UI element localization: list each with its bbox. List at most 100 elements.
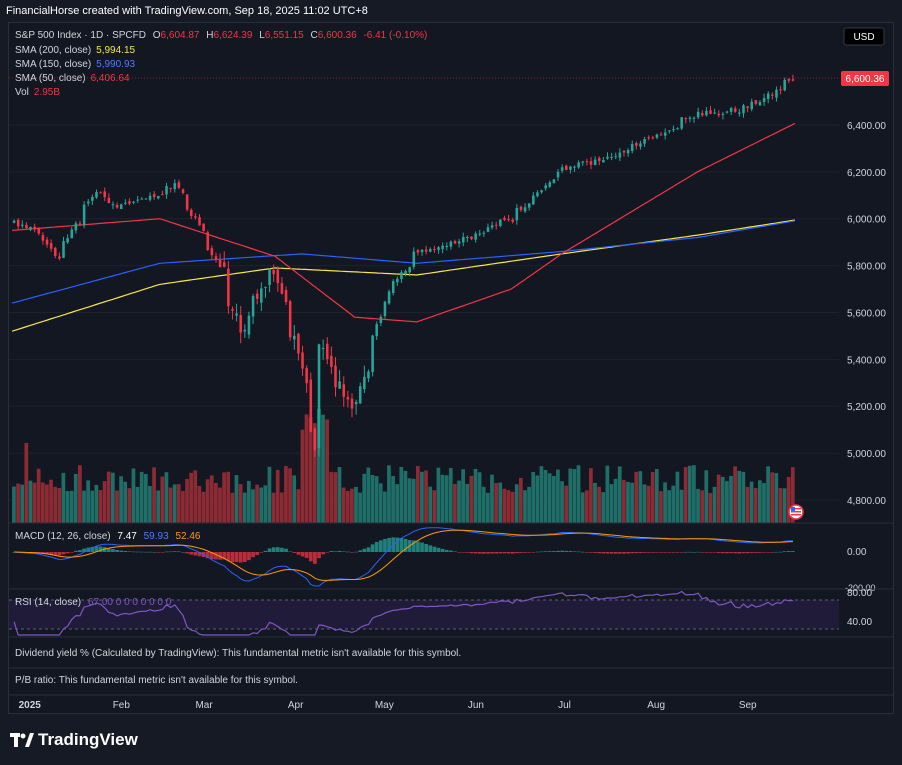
volume-bar xyxy=(304,414,309,523)
macd-histogram-bar xyxy=(387,537,391,552)
macd-histogram-bar xyxy=(12,552,16,553)
candle-body xyxy=(12,220,16,223)
macd-histogram-bar xyxy=(131,551,136,553)
candle-body xyxy=(202,223,205,232)
price-axis-label: 5,800.00 xyxy=(847,262,886,273)
macd-histogram-bar xyxy=(214,552,218,560)
volume-bar xyxy=(659,491,663,523)
volume-bar xyxy=(556,469,560,523)
macd-histogram-bar xyxy=(576,551,581,553)
candle-body xyxy=(16,219,20,227)
candle-body xyxy=(119,204,123,209)
candle-body xyxy=(676,128,679,130)
macd-histogram-bar xyxy=(53,552,58,556)
macd-histogram-bar xyxy=(94,546,99,552)
price-axis-label: 6,200.00 xyxy=(847,168,886,179)
time-axis-label: Jun xyxy=(468,700,484,711)
macd-histogram-bar xyxy=(275,547,280,552)
macd-histogram-bar xyxy=(675,552,680,553)
candle-body xyxy=(309,379,313,432)
volume-bar xyxy=(510,491,515,523)
candle-body xyxy=(449,241,453,247)
macd-histogram-bar xyxy=(585,552,589,553)
candle-body xyxy=(284,290,288,303)
macd-histogram-bar xyxy=(139,551,144,553)
candle-body xyxy=(515,208,519,221)
svg-text:SMA (200, close)5,994.15: SMA (200, close) 5,994.15 xyxy=(15,45,136,56)
volume-bar xyxy=(486,492,490,523)
macd-histogram-bar xyxy=(667,552,672,553)
macd-histogram-bar xyxy=(193,552,198,556)
volume-bar xyxy=(156,490,161,523)
macd-histogram-bar xyxy=(721,552,725,554)
macd-histogram-bar xyxy=(453,551,457,553)
macd-histogram-bar xyxy=(770,552,775,553)
volume-bar xyxy=(205,479,210,523)
candle-body xyxy=(99,192,102,194)
candle-body xyxy=(453,241,457,244)
macd-histogram-bar xyxy=(572,551,577,552)
volume-bar xyxy=(345,490,350,523)
candle-body xyxy=(429,249,432,252)
candle-body xyxy=(91,197,94,201)
macd-histogram-bar xyxy=(271,547,276,552)
candle-body xyxy=(470,236,473,240)
macd-histogram-bar xyxy=(725,552,729,554)
candle-body xyxy=(243,329,247,332)
macd-histogram-bar xyxy=(172,551,177,552)
volume-bar xyxy=(457,480,461,523)
volume-bar xyxy=(148,486,152,523)
moving-averages xyxy=(11,122,796,332)
volume-bar xyxy=(193,470,198,523)
volume-bar xyxy=(337,467,342,523)
candle-body xyxy=(758,102,762,106)
candle-body xyxy=(227,268,230,307)
macd-histogram-bar xyxy=(432,546,437,552)
candle-body xyxy=(787,78,791,81)
macd-histogram-bar xyxy=(181,551,185,553)
macd-histogram-bar xyxy=(560,550,565,552)
macd-histogram-bar xyxy=(622,552,626,554)
volume-bar xyxy=(131,468,136,523)
us-flag-icon[interactable] xyxy=(788,504,804,520)
chart-attribution: FinancialHorse created with TradingView.… xyxy=(6,5,368,17)
volume-bar xyxy=(597,486,601,523)
volume-bars xyxy=(12,408,795,523)
tradingview-logo[interactable]: TradingView xyxy=(10,730,138,750)
candle-body xyxy=(387,291,391,304)
time-axis-label: Apr xyxy=(288,700,304,711)
macd-histogram-bar xyxy=(189,552,194,555)
volume-bar xyxy=(201,491,206,523)
candle-body xyxy=(152,194,156,198)
candle-body xyxy=(663,132,667,136)
candle-body xyxy=(45,239,49,245)
macd-histogram-bar xyxy=(98,546,103,552)
volume-bar xyxy=(181,491,185,523)
candle-body xyxy=(643,139,646,144)
chart-frame[interactable]: S&P 500 Index · 1D · SPCFD O6,604.87 H6,… xyxy=(8,22,894,714)
macd-histogram-bar xyxy=(259,552,264,553)
volume-bar xyxy=(564,485,569,523)
candle-body xyxy=(536,192,539,197)
macd-histogram-bar xyxy=(374,541,379,552)
candle-body xyxy=(589,161,593,165)
volume-bar xyxy=(663,482,667,523)
candle-body xyxy=(412,251,416,267)
volume-bar xyxy=(733,466,737,523)
currency-button[interactable]: USD xyxy=(843,27,885,46)
volume-bar xyxy=(251,489,255,523)
macd-histogram-bar xyxy=(729,552,733,554)
macd-histogram-bar xyxy=(185,552,189,554)
candle-body xyxy=(482,232,486,234)
candle-body xyxy=(255,293,259,299)
macd-histogram-bar xyxy=(510,552,515,554)
candle-body xyxy=(25,224,28,229)
volume-bar xyxy=(12,486,16,523)
macd-histogram-bar xyxy=(263,550,268,552)
volume-bar xyxy=(745,486,750,523)
macd-histogram-bar xyxy=(655,552,659,553)
chart-canvas[interactable]: S&P 500 Index · 1D · SPCFD O6,604.87 H6,… xyxy=(9,23,893,713)
candle-body xyxy=(173,183,177,190)
macd-histogram-bar xyxy=(255,552,260,555)
last-price-badge: 6,600.36 xyxy=(841,71,889,86)
